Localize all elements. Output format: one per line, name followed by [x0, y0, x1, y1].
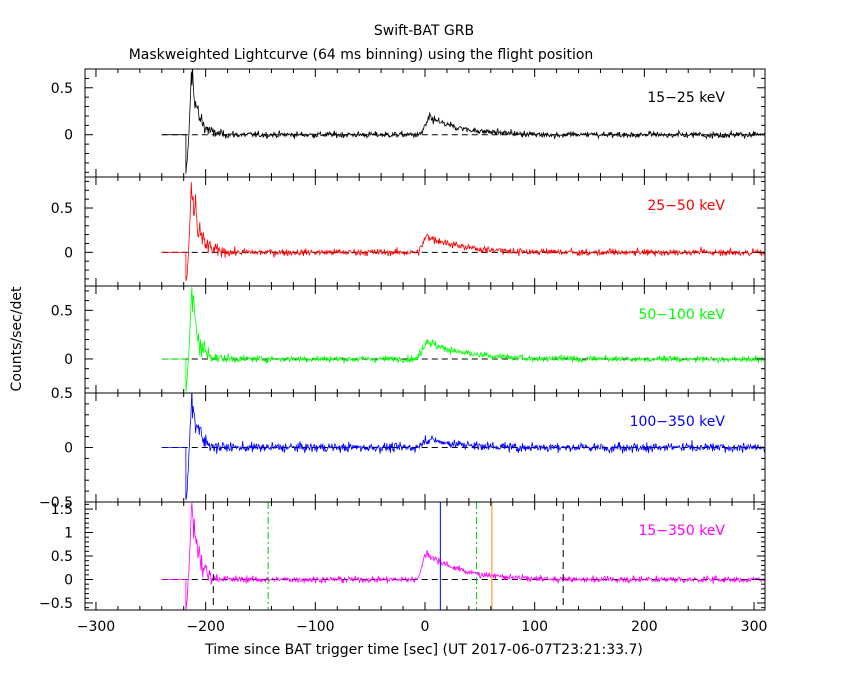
y-axis-label: Counts/sec/det [9, 286, 25, 391]
chart-subtitle: Maskweighted Lightcurve (64 ms binning) … [129, 47, 594, 63]
y-tick-label: −0.5 [39, 596, 73, 612]
x-tick-label: 0 [421, 619, 430, 635]
y-tick-label: 0 [64, 128, 73, 144]
panel-1: 0 0.5 15−25 keV [51, 68, 766, 178]
y-tick-label: 0.5 [51, 386, 73, 402]
y-tick-label: 0.5 [51, 549, 73, 565]
x-axis-label: Time since BAT trigger time [sec] (UT 20… [204, 642, 643, 658]
series-line-2 [161, 181, 765, 282]
y-tick-label: 0 [64, 441, 73, 457]
band-label: 100−350 keV [630, 414, 726, 430]
y-tick-label: −0.5 [39, 495, 73, 511]
panel-3: 0 0.5 50−100 keV [51, 285, 766, 394]
y-tick-label: 0.5 [51, 81, 73, 97]
x-tick-label: −200 [186, 619, 224, 635]
chart-title: Swift-BAT GRB [374, 23, 474, 39]
band-label: 50−100 keV [638, 307, 725, 323]
band-label: 15−25 keV [647, 90, 725, 106]
y-tick-label: 0 [64, 572, 73, 588]
band-label: 25−50 keV [647, 198, 725, 214]
y-tick-label: 1.5 [51, 502, 73, 518]
y-tick-label: 0.5 [51, 303, 73, 319]
y-tick-label: 0 [64, 352, 73, 368]
panels-group: 0 0.5 15−25 keV 0 0.5 25−50 keV 0 0.5 50−100 keV… [39, 68, 768, 635]
panel-5: −0.5 0 0.5 1 1.5 15−350 keV [39, 501, 766, 612]
panel-4: −0.5 0 0.5 100−350 keV [39, 386, 766, 511]
band-label: 15−350 keV [638, 523, 725, 539]
y-tick-label: 0 [64, 245, 73, 261]
panel-frame [84, 176, 766, 287]
x-tick-label: −300 [77, 619, 115, 635]
series-line-5 [161, 502, 765, 610]
x-tick-label: 100 [521, 619, 548, 635]
series-line-3 [161, 287, 765, 392]
y-tick-label: 0.5 [51, 201, 73, 217]
panel-2: 0 0.5 25−50 keV [51, 176, 766, 287]
series-line-4 [161, 393, 765, 500]
x-tick-label: 200 [631, 619, 658, 635]
y-tick-label: 1 [64, 526, 73, 542]
x-tick-label: −100 [296, 619, 334, 635]
x-tick-label: 300 [741, 619, 768, 635]
series-line-1 [161, 69, 765, 174]
